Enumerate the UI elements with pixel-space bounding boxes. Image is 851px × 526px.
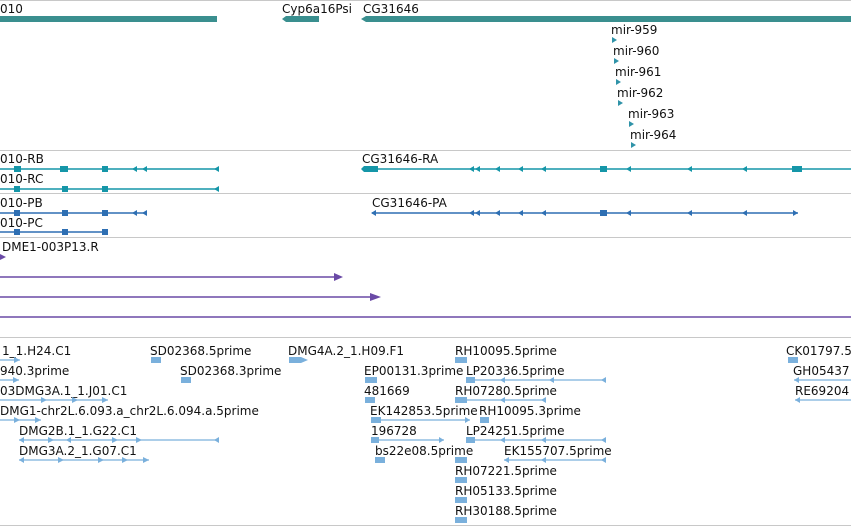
est-label[interactable]: SD02368.3prime	[180, 364, 282, 378]
strand-arrow-icon	[361, 16, 366, 22]
transcript-features[interactable]	[0, 166, 851, 192]
gene-label[interactable]: Cyp6a16Psi	[282, 2, 352, 16]
mirna-label[interactable]: mir-959	[611, 23, 658, 37]
mirna-label[interactable]: mir-964	[630, 128, 677, 142]
est-label[interactable]: DMG2B.1_1.G22.C1	[19, 424, 138, 438]
est-label[interactable]: bs22e08.5prime	[375, 444, 474, 458]
transcript-label[interactable]: CG31646-RA	[362, 152, 439, 166]
est-label[interactable]: RH10095.3prime	[479, 404, 581, 418]
est-label[interactable]: 940.3prime	[0, 364, 70, 378]
transcript-label[interactable]: 010-RB	[0, 152, 44, 166]
protein-features[interactable]	[0, 210, 798, 235]
mirna-features[interactable]	[612, 37, 636, 148]
est-label[interactable]: RH10095.5prime	[455, 344, 557, 358]
track-separator	[0, 0, 851, 1]
protein-label[interactable]: CG31646-PA	[372, 196, 447, 210]
est-label[interactable]: LP24251.5prime	[466, 424, 565, 438]
est-label[interactable]: RE69204	[795, 384, 850, 398]
transcript-label[interactable]: 010-RC	[0, 172, 44, 186]
gene-bar	[0, 16, 217, 22]
mirna-arrow-icon	[616, 79, 621, 85]
track-separator	[0, 193, 851, 194]
est-label[interactable]: EK155707.5prime	[504, 444, 612, 458]
track-separator	[0, 337, 851, 338]
gene-features[interactable]	[0, 16, 851, 22]
est-label[interactable]: DMG4A.2_1.H09.F1	[288, 344, 405, 358]
mirna-arrow-icon	[618, 100, 623, 106]
est-label[interactable]: 481669	[364, 384, 410, 398]
gene-label[interactable]: 010	[0, 2, 23, 16]
cdna-label[interactable]: DME1-003P13.R	[2, 240, 99, 254]
mirna-label[interactable]: mir-962	[617, 86, 664, 100]
est-label[interactable]: EK142853.5prime	[370, 404, 478, 418]
mirna-arrow-icon	[614, 58, 619, 64]
gene-bar	[286, 16, 319, 22]
mirna-label[interactable]: mir-960	[613, 44, 660, 58]
est-label[interactable]: RH07221.5prime	[455, 464, 557, 478]
est-label[interactable]: SD02368.5prime	[150, 344, 252, 358]
est-label[interactable]: DMG1-chr2L.6.093.a_chr2L.6.094.a.5prime	[0, 404, 259, 418]
est-label[interactable]: LP20336.5prime	[466, 364, 565, 378]
mirna-arrow-icon	[612, 37, 617, 43]
est-label[interactable]: 1_1.H24.C1	[2, 344, 72, 358]
est-label[interactable]: EP00131.3prime	[364, 364, 464, 378]
est-label[interactable]: RH05133.5prime	[455, 484, 557, 498]
est-label[interactable]: RH30188.5prime	[455, 504, 557, 518]
mirna-label[interactable]: mir-963	[628, 107, 675, 121]
track-separator	[0, 150, 851, 151]
mirna-label[interactable]: mir-961	[615, 65, 662, 79]
gene-bar	[366, 16, 851, 22]
mirna-arrow-icon	[631, 142, 636, 148]
est-features[interactable]	[0, 357, 851, 523]
est-label[interactable]: 196728	[371, 424, 417, 438]
est-label[interactable]: RH07280.5prime	[455, 384, 557, 398]
protein-label[interactable]: 010-PB	[0, 196, 43, 210]
est-label[interactable]: GH05437	[793, 364, 850, 378]
track-separator	[0, 237, 851, 238]
est-label[interactable]: DMG3A.2_1.G07.C1	[19, 444, 137, 458]
cdna-features[interactable]	[0, 254, 851, 318]
protein-label[interactable]: 010-PC	[0, 216, 43, 230]
est-label[interactable]: CK01797.5	[786, 344, 851, 358]
strand-arrow-icon	[282, 16, 286, 22]
mirna-arrow-icon	[629, 121, 634, 127]
gene-label[interactable]: CG31646	[363, 2, 419, 16]
est-label[interactable]: 03DMG3A.1_1.J01.C1	[0, 384, 128, 398]
